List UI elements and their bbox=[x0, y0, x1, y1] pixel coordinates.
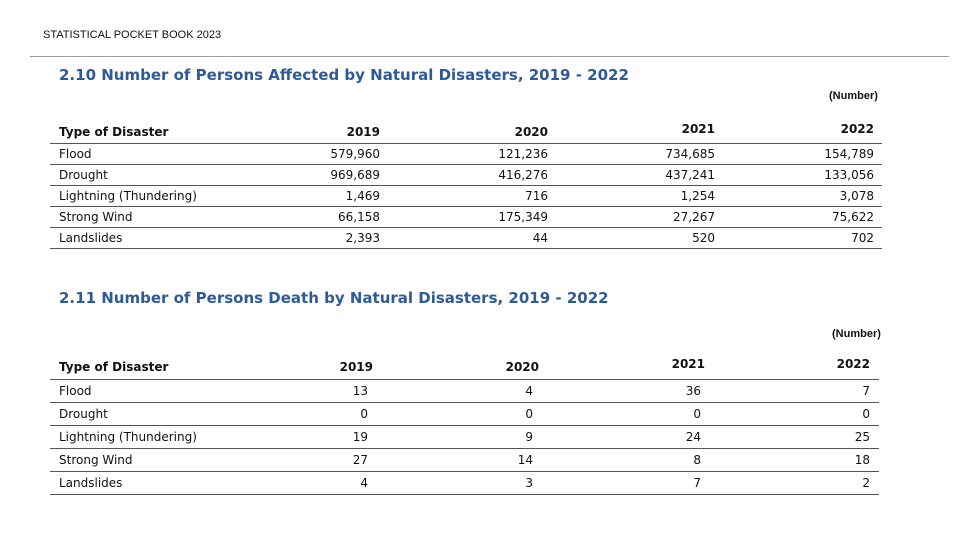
table-header-row: Type of Disaster 2019 2020 2021 2022 bbox=[50, 355, 879, 380]
table-cell: 75,622 bbox=[716, 206, 882, 228]
table-cell: 154,789 bbox=[716, 143, 882, 165]
table-row: Landslides 4 3 7 2 bbox=[50, 471, 879, 495]
row-label: Flood bbox=[50, 379, 250, 403]
table-cell: 520 bbox=[548, 227, 716, 249]
table-cell: 175,349 bbox=[381, 206, 548, 228]
table-cell: 44 bbox=[381, 227, 548, 249]
row-label: Landslides bbox=[50, 227, 250, 249]
table-row: Drought 969,689 416,276 437,241 133,056 bbox=[50, 164, 882, 186]
table-row: Drought 0 0 0 0 bbox=[50, 402, 879, 426]
table-cell: 7 bbox=[540, 471, 710, 495]
table-cell: 7 bbox=[710, 379, 879, 403]
table-cell: 3,078 bbox=[716, 185, 882, 207]
table-cell: 3 bbox=[374, 471, 540, 495]
table-cell: 121,236 bbox=[381, 143, 548, 165]
table-cell: 734,685 bbox=[548, 143, 716, 165]
table-cell: 8 bbox=[540, 448, 710, 472]
column-header: 2020 bbox=[374, 355, 540, 380]
table-cell: 19 bbox=[250, 425, 374, 449]
table-header-row: Type of Disaster 2019 2020 2021 2022 bbox=[50, 120, 882, 144]
table-cell: 27 bbox=[250, 448, 374, 472]
row-label: Landslides bbox=[50, 471, 250, 495]
table-cell: 416,276 bbox=[381, 164, 548, 186]
table-row: Flood 579,960 121,236 734,685 154,789 bbox=[50, 143, 882, 165]
column-header: 2022 bbox=[716, 120, 882, 144]
table-row: Flood 13 4 36 7 bbox=[50, 379, 879, 403]
table-cell: 36 bbox=[540, 379, 710, 403]
row-label: Flood bbox=[50, 143, 250, 165]
row-label: Drought bbox=[50, 402, 250, 426]
document-header: STATISTICAL POCKET BOOK 2023 bbox=[43, 29, 222, 41]
table-cell: 702 bbox=[716, 227, 882, 249]
persons-affected-table: Type of Disaster 2019 2020 2021 2022 Flo… bbox=[50, 120, 882, 249]
row-label: Lightning (Thundering) bbox=[50, 185, 250, 207]
column-header: 2020 bbox=[381, 120, 548, 144]
row-label: Strong Wind bbox=[50, 206, 250, 228]
table1-unit: (Number) bbox=[829, 90, 878, 102]
column-header: 2022 bbox=[710, 355, 879, 380]
table-cell: 0 bbox=[540, 402, 710, 426]
table-row: Strong Wind 27 14 8 18 bbox=[50, 448, 879, 472]
table1-title: 2.10 Number of Persons Affected by Natur… bbox=[59, 66, 629, 84]
table-cell: 716 bbox=[381, 185, 548, 207]
table2-title: 2.11 Number of Persons Death by Natural … bbox=[59, 289, 609, 307]
table-cell: 13 bbox=[250, 379, 374, 403]
table-row: Strong Wind 66,158 175,349 27,267 75,622 bbox=[50, 206, 882, 228]
table-cell: 437,241 bbox=[548, 164, 716, 186]
column-header: 2019 bbox=[250, 120, 381, 144]
persons-death-table: Type of Disaster 2019 2020 2021 2022 Flo… bbox=[50, 355, 879, 495]
column-header: 2021 bbox=[540, 355, 710, 380]
table2-unit: (Number) bbox=[832, 328, 881, 340]
column-header: 2021 bbox=[548, 120, 716, 144]
table-cell: 4 bbox=[250, 471, 374, 495]
table-cell: 27,267 bbox=[548, 206, 716, 228]
table-cell: 969,689 bbox=[250, 164, 381, 186]
table-cell: 0 bbox=[250, 402, 374, 426]
table-cell: 9 bbox=[374, 425, 540, 449]
table-cell: 1,254 bbox=[548, 185, 716, 207]
table-cell: 2,393 bbox=[250, 227, 381, 249]
column-header: Type of Disaster bbox=[50, 120, 250, 144]
table-cell: 1,469 bbox=[250, 185, 381, 207]
table-row: Lightning (Thundering) 1,469 716 1,254 3… bbox=[50, 185, 882, 207]
table-row: Lightning (Thundering) 19 9 24 25 bbox=[50, 425, 879, 449]
table-cell: 579,960 bbox=[250, 143, 381, 165]
row-label: Lightning (Thundering) bbox=[50, 425, 250, 449]
table-cell: 0 bbox=[374, 402, 540, 426]
table-cell: 25 bbox=[710, 425, 879, 449]
table-cell: 0 bbox=[710, 402, 879, 426]
table-cell: 133,056 bbox=[716, 164, 882, 186]
row-label: Strong Wind bbox=[50, 448, 250, 472]
table-cell: 18 bbox=[710, 448, 879, 472]
row-label: Drought bbox=[50, 164, 250, 186]
table-cell: 24 bbox=[540, 425, 710, 449]
column-header: 2019 bbox=[250, 355, 374, 380]
table-row: Landslides 2,393 44 520 702 bbox=[50, 227, 882, 249]
header-divider bbox=[30, 56, 949, 57]
table-cell: 4 bbox=[374, 379, 540, 403]
table-cell: 2 bbox=[710, 471, 879, 495]
column-header: Type of Disaster bbox=[50, 355, 250, 380]
table-cell: 14 bbox=[374, 448, 540, 472]
table-cell: 66,158 bbox=[250, 206, 381, 228]
